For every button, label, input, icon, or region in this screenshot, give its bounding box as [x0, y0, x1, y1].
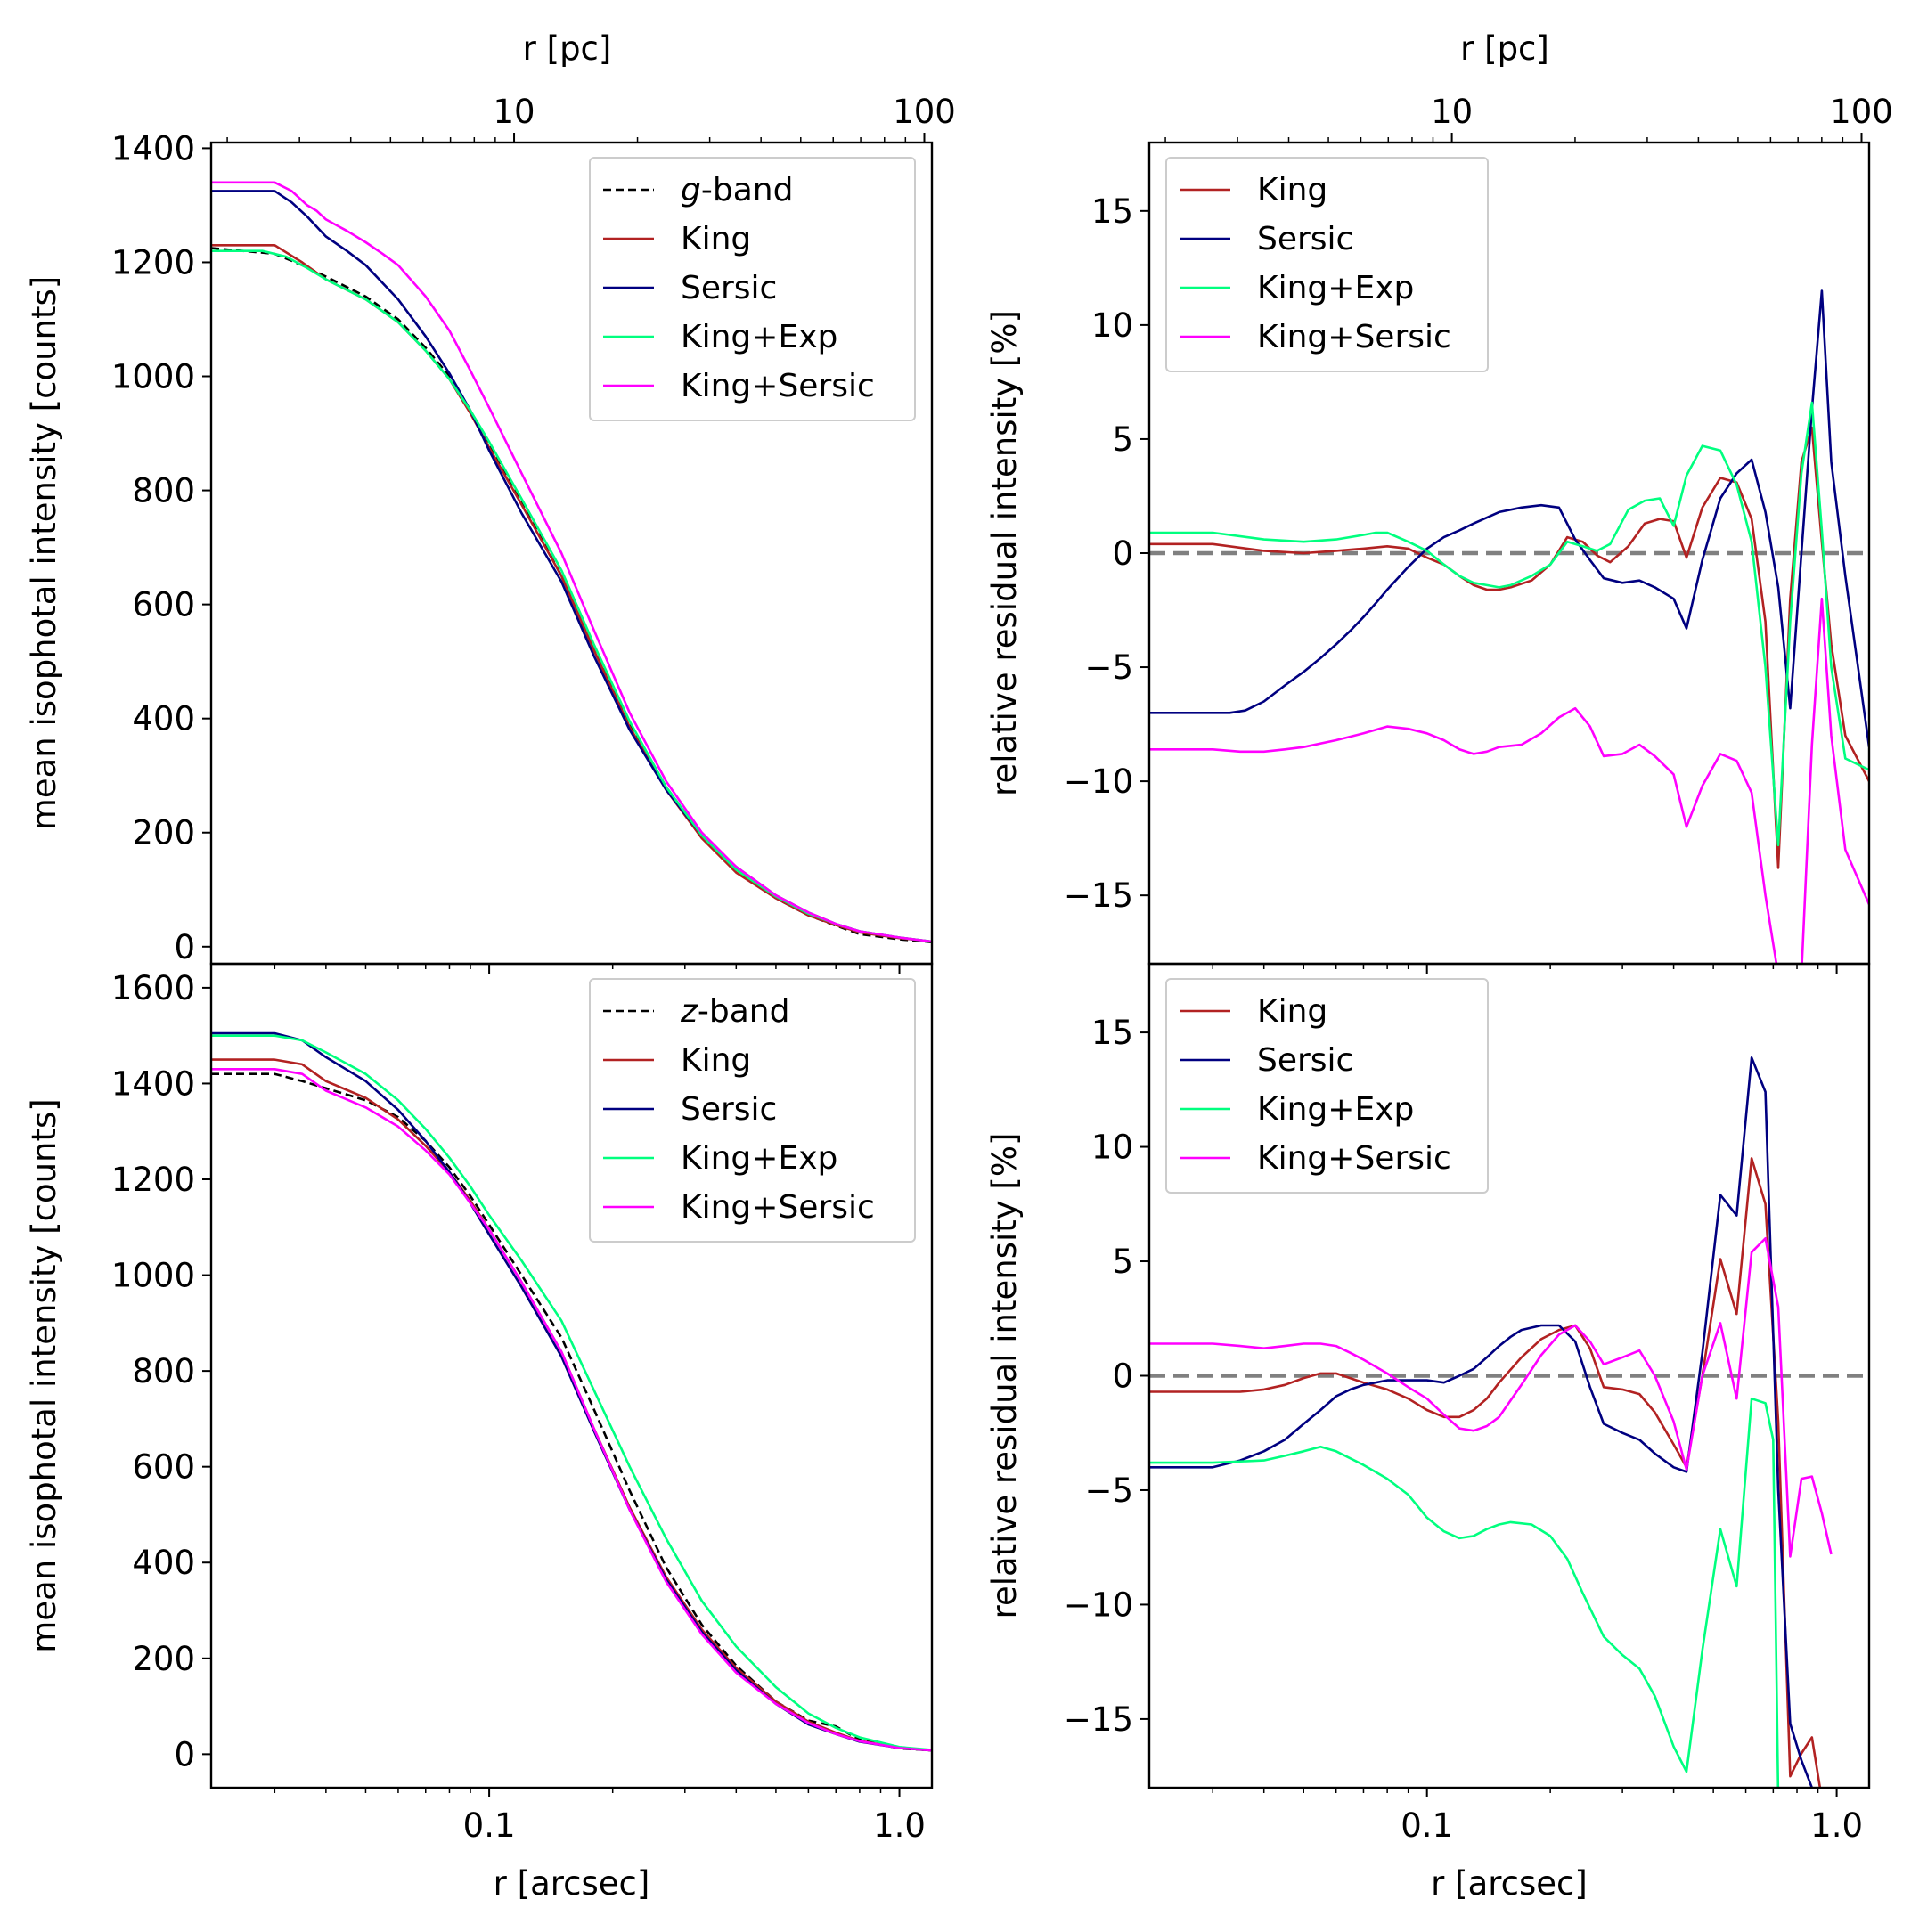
g-profile-top-tick-label: 10 — [493, 93, 535, 131]
z-profile-series-king-exp — [211, 1034, 932, 1751]
g-profile-legend-label: King+Sersic — [681, 368, 875, 404]
g-residual-legend: King Sersic King+Exp King+Sersic — [1165, 157, 1489, 372]
g-residual-legend-label: King — [1257, 172, 1327, 208]
panel-z-band-profile: 0 200 400 600 800 1000 1200 1400 1600 0.1 1.0 r [ar… — [25, 962, 934, 1903]
g-profile-legend-label: King+Exp — [681, 319, 837, 355]
z-residual-legend-label: King — [1257, 993, 1327, 1030]
z-residual-yaxis-title: relative residual intensity [%] — [985, 1133, 1024, 1619]
z-profile-xtick-label: 1.0 — [873, 1806, 926, 1845]
z-residual-legend-box — [1165, 978, 1489, 1194]
g-profile-ytick-label: 800 — [132, 472, 195, 510]
z-profile-ytick-label: 1400 — [111, 1064, 195, 1103]
g-profile-legend-label-italic: g — [681, 172, 701, 208]
g-residual-ytick-label: −10 — [1064, 762, 1133, 801]
g-residual-yaxis-title: relative residual intensity [%] — [985, 310, 1024, 796]
g-residual-ytick-label: 0 — [1112, 534, 1133, 573]
z-profile-legend-label: Sersic — [681, 1091, 777, 1128]
g-profile-ytick-label: 1000 — [111, 358, 195, 396]
g-residual-ytick-label: −15 — [1064, 876, 1133, 915]
z-profile-ytick-label: 200 — [132, 1640, 195, 1678]
g-profile-ytick-label: 1200 — [111, 243, 195, 281]
z-profile-series-king-sersic — [211, 1068, 932, 1752]
g-profile-top-tick-label: 100 — [893, 93, 956, 131]
g-profile-ytick-label: 1400 — [111, 129, 195, 167]
g-profile-yaxis-title: mean isophotal intensity [counts] — [25, 276, 63, 830]
z-profile-ytick-label: 1200 — [111, 1161, 195, 1199]
z-residual-ytick-label: 5 — [1112, 1243, 1133, 1281]
z-profile-ytick-label: 400 — [132, 1544, 195, 1582]
g-residual-legend-label: King+Exp — [1257, 270, 1414, 306]
g-profile-top-axis-title: r [pc] — [523, 29, 612, 68]
z-profile-xaxis-title: r [arcsec] — [494, 1864, 650, 1903]
z-residual-series-king-sersic — [1149, 1237, 1833, 1558]
g-residual-legend-label: King+Sersic — [1257, 319, 1451, 355]
g-residual-series-sersic — [1149, 289, 1869, 747]
g-residual-ytick-label: −5 — [1084, 648, 1133, 687]
z-residual-ytick-label: 0 — [1112, 1357, 1133, 1396]
panel-g-band-profile: 0 200 400 600 800 1000 1200 1400 10 100 r [pc] mean… — [25, 29, 956, 974]
g-profile-legend: g-band King Sersic King+Exp King+Sersic — [589, 157, 916, 421]
z-residual-legend-label: King+Exp — [1257, 1091, 1414, 1128]
z-residual-frame — [1147, 962, 1871, 1789]
panel-z-band-residual: −15 −10 −5 0 5 10 15 0.1 1.0 r [arcsec] relative r… — [985, 962, 1871, 1903]
z-profile-legend-label-rest: -band — [698, 993, 790, 1030]
g-residual-ytick-label: 5 — [1112, 420, 1133, 459]
z-profile-series-z-band — [211, 1072, 932, 1752]
g-profile-ytick-label: 600 — [132, 586, 195, 624]
g-profile-legend-label: g-band — [681, 172, 793, 208]
g-profile-legend-label: Sersic — [681, 270, 777, 306]
z-profile-frame — [209, 962, 934, 1789]
z-residual-legend: King Sersic King+Exp King+Sersic — [1165, 978, 1489, 1194]
g-residual-top-axis-title: r [pc] — [1460, 29, 1549, 68]
z-residual-legend-label: Sersic — [1257, 1042, 1353, 1079]
g-residual-legend-label: Sersic — [1257, 221, 1353, 257]
g-residual-top-tick-label: 100 — [1830, 93, 1893, 131]
z-residual-ytick-label: 10 — [1091, 1129, 1133, 1167]
z-profile-ytick-label: 1000 — [111, 1257, 195, 1295]
z-residual-xtick-label: 0.1 — [1401, 1806, 1453, 1845]
z-profile-legend-label: King — [681, 1042, 751, 1079]
z-profile-yaxis-title: mean isophotal intensity [counts] — [25, 1098, 63, 1652]
g-residual-legend-box — [1165, 157, 1489, 372]
g-residual-ytick-label: 10 — [1091, 306, 1133, 345]
z-residual-xtick-label: 1.0 — [1810, 1806, 1863, 1845]
z-profile-legend-box — [589, 978, 916, 1243]
z-profile-legend-label: King+Sersic — [681, 1189, 875, 1226]
z-residual-ytick-label: −10 — [1064, 1586, 1133, 1624]
z-profile-ytick-label: 1600 — [111, 969, 195, 1007]
panel-g-band-residual: −15 −10 −5 0 5 10 15 10 100 r [pc] relative residu… — [985, 29, 1893, 974]
z-profile-ytick-label: 600 — [132, 1448, 195, 1487]
z-residual-series-king-exp — [1149, 1397, 1780, 1788]
z-profile-ytick-label: 0 — [174, 1735, 195, 1773]
g-profile-ytick-label: 400 — [132, 700, 195, 738]
z-residual-ytick-label: 15 — [1091, 1014, 1133, 1052]
g-residual-ytick-label: 15 — [1091, 192, 1133, 231]
g-profile-legend-label: King — [681, 221, 751, 257]
g-profile-ytick-label: 0 — [174, 928, 195, 966]
z-profile-legend-label-italic: z — [680, 993, 698, 1030]
z-profile-xtick-label: 0.1 — [463, 1806, 516, 1845]
z-residual-ytick-label: −15 — [1064, 1700, 1133, 1739]
g-residual-series-king-sersic — [1149, 597, 1869, 964]
z-residual-xaxis-title: r [arcsec] — [1431, 1864, 1588, 1903]
z-profile-ytick-label: 800 — [132, 1352, 195, 1390]
z-residual-series-sersic — [1149, 1056, 1814, 1788]
z-residual-ytick-label: −5 — [1084, 1471, 1133, 1510]
g-profile-legend-box — [589, 157, 916, 421]
g-profile-legend-label-rest: -band — [701, 172, 794, 208]
g-residual-top-tick-label: 10 — [1431, 93, 1473, 131]
z-profile-legend: z-band King Sersic King+Exp King+Sersic — [589, 978, 916, 1243]
g-residual-series-king-exp — [1149, 401, 1869, 847]
z-profile-legend-label: King+Exp — [681, 1140, 837, 1177]
z-residual-legend-label: King+Sersic — [1257, 1140, 1451, 1177]
g-profile-series-king-sersic — [211, 181, 932, 943]
z-residual-series-king — [1149, 1157, 1822, 1788]
g-profile-ytick-label: 200 — [132, 814, 195, 852]
z-profile-legend-label: z-band — [680, 993, 789, 1030]
